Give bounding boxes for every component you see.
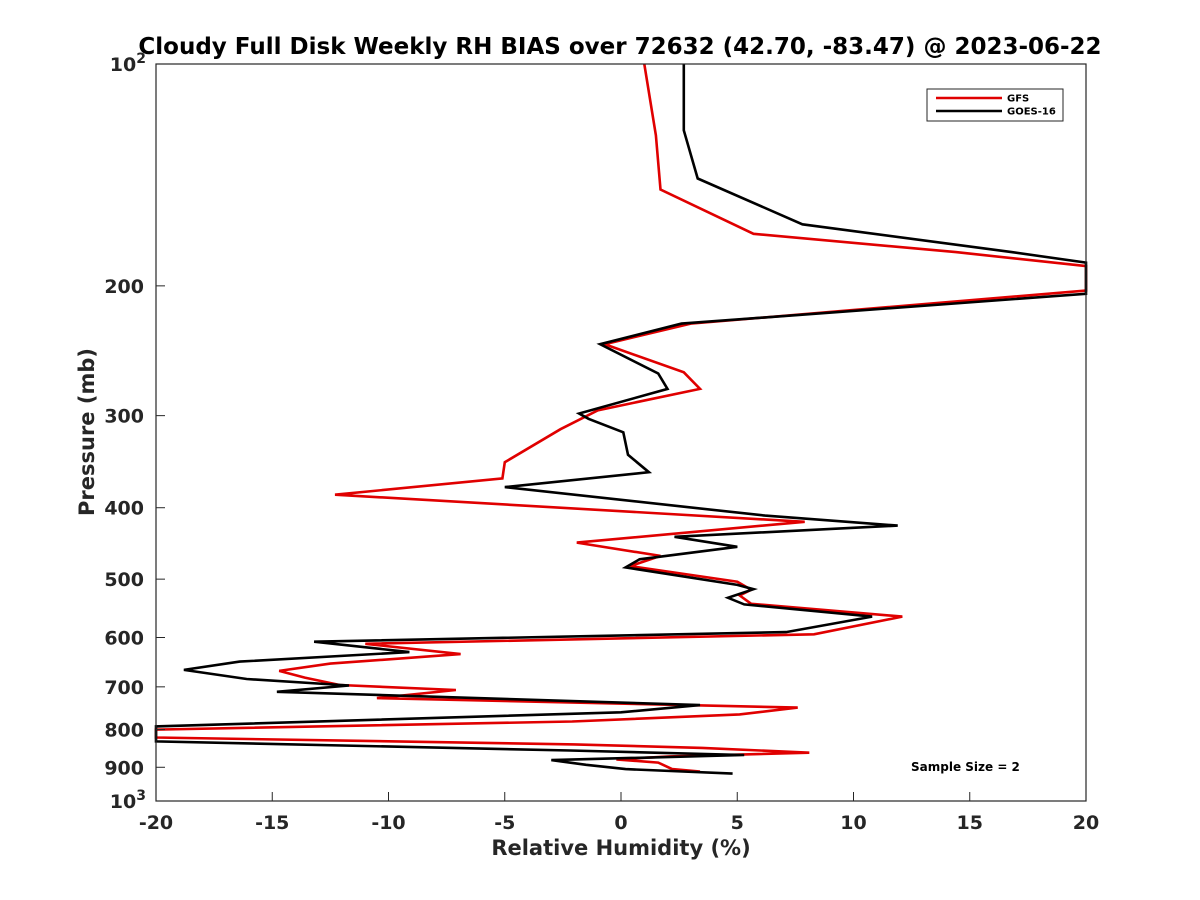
y-tick-label: 600	[104, 627, 144, 649]
series-line-goes16	[154, 64, 1088, 775]
y-tick-label: 103	[110, 788, 146, 813]
legend-label-goes16: GOES-16	[1007, 107, 1056, 118]
x-tick-label: 0	[614, 812, 627, 834]
y-tick-label: 700	[104, 677, 144, 699]
y-tick-label: 400	[104, 498, 144, 520]
x-tick-label: 10	[840, 812, 866, 834]
x-axis: -20 -15 -10 -5 0 5 10 15 20	[139, 792, 1099, 834]
y-axis-label: Pressure (mb)	[75, 348, 99, 516]
y-tick-label: 102	[110, 51, 146, 76]
sample-size-annotation: Sample Size = 2	[911, 760, 1020, 774]
series-line-gfs	[154, 63, 1088, 773]
x-tick-label: -5	[494, 812, 515, 834]
plot-lines	[154, 63, 1088, 775]
x-tick-label: 20	[1073, 812, 1099, 834]
y-tick-label: 500	[104, 569, 144, 591]
x-tick-label: 15	[957, 812, 983, 834]
y-tick-label: 800	[104, 720, 144, 742]
y-tick-label: 900	[104, 757, 144, 779]
y-tick-label: 300	[104, 406, 144, 428]
legend-box	[926, 88, 1064, 122]
x-axis-label: Relative Humidity (%)	[491, 836, 750, 860]
x-tick-label: -20	[139, 812, 173, 834]
chart-title: Cloudy Full Disk Weekly RH BIAS over 726…	[138, 34, 1101, 60]
x-tick-label: -10	[371, 812, 405, 834]
x-tick-label: 5	[731, 812, 744, 834]
legend-label-gfs: GFS	[1007, 94, 1029, 105]
legend: GFS GOES-16	[926, 88, 1064, 122]
x-tick-label: -15	[255, 812, 289, 834]
y-axis: 102 200 300 400 500 600 700 800 900 103	[104, 51, 165, 813]
y-tick-label: 200	[104, 276, 144, 298]
